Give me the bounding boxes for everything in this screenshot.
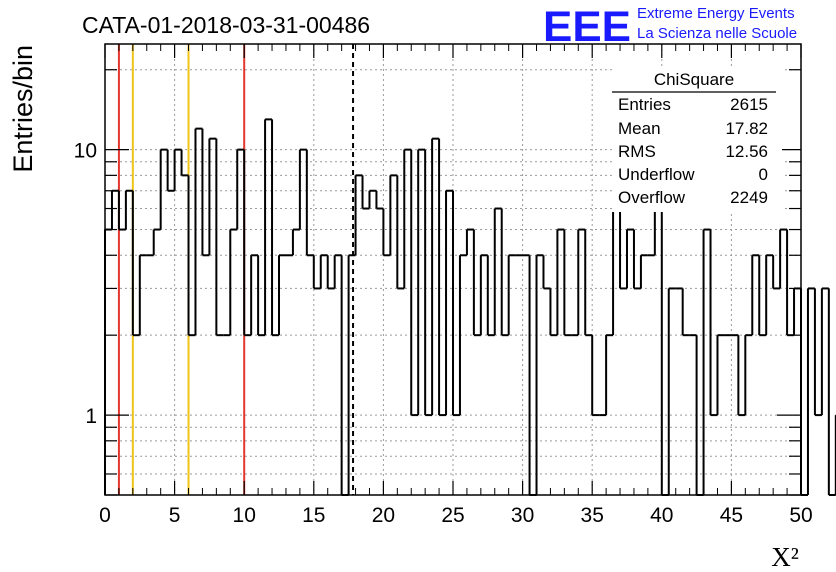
y-tick-label: 10	[74, 140, 97, 163]
x-tick-label: 10	[233, 504, 256, 527]
stats-label-entries: Entries	[618, 95, 671, 114]
stats-header: ChiSquare	[654, 70, 734, 89]
tick-labels: 0 5 10 15 20 25 30 35 40 45 50 1 10	[74, 140, 813, 527]
x-tick-label: 15	[302, 504, 325, 527]
x-tick-label: 20	[372, 504, 395, 527]
stats-box: ChiSquare Entries 2615 Mean 17.82 RMS 12…	[612, 66, 782, 212]
x-tick-label: 45	[720, 504, 743, 527]
stats-label-underflow: Underflow	[618, 165, 695, 184]
stats-value-overflow: 2249	[730, 188, 768, 207]
eee-logo: EEE Extreme Energy Events La Scienza nel…	[543, 3, 797, 51]
stats-value-mean: 17.82	[725, 119, 768, 138]
stats-label-overflow: Overflow	[618, 188, 686, 207]
x-tick-label: 25	[441, 504, 464, 527]
x-tick-label: 30	[511, 504, 534, 527]
y-tick-label: 1	[85, 405, 97, 428]
stats-box-background	[612, 66, 782, 212]
stats-value-entries: 2615	[730, 95, 768, 114]
x-tick-label: 40	[650, 504, 673, 527]
x-tick-label: 5	[169, 504, 181, 527]
stats-value-rms: 12.56	[725, 142, 768, 161]
y-axis-label: Entries/bin	[8, 45, 38, 173]
stats-label-rms: RMS	[618, 142, 656, 161]
logo-line-2: La Scienza nelle Scuole	[637, 25, 797, 42]
logo-line-1: Extreme Energy Events	[637, 5, 795, 22]
x-axis-label: X²	[771, 542, 799, 572]
axis-ticks	[104, 44, 802, 496]
stats-label-mean: Mean	[618, 119, 661, 138]
eee-logo-mark: EEE	[543, 3, 631, 51]
x-tick-label: 35	[581, 504, 604, 527]
x-tick-label: 0	[99, 504, 111, 527]
chart-title: CATA-01-2018-03-31-00486	[82, 12, 370, 38]
stats-value-underflow: 0	[759, 165, 768, 184]
x-tick-label: 50	[789, 504, 812, 527]
